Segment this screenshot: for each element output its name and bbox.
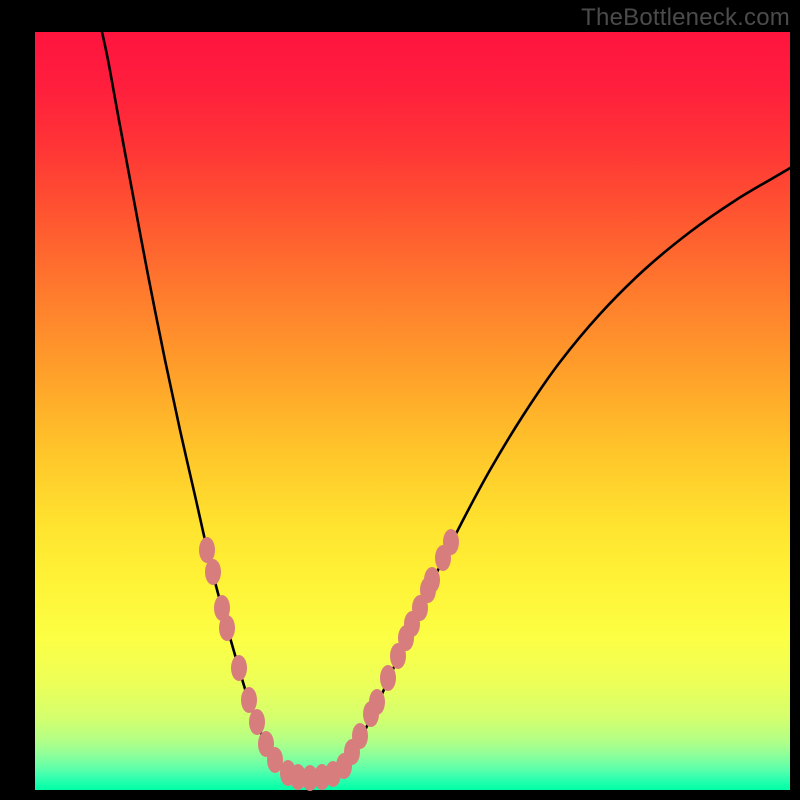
- chart-container: TheBottleneck.com: [0, 0, 800, 800]
- plot-area: [35, 32, 790, 790]
- watermark-text: TheBottleneck.com: [581, 4, 790, 32]
